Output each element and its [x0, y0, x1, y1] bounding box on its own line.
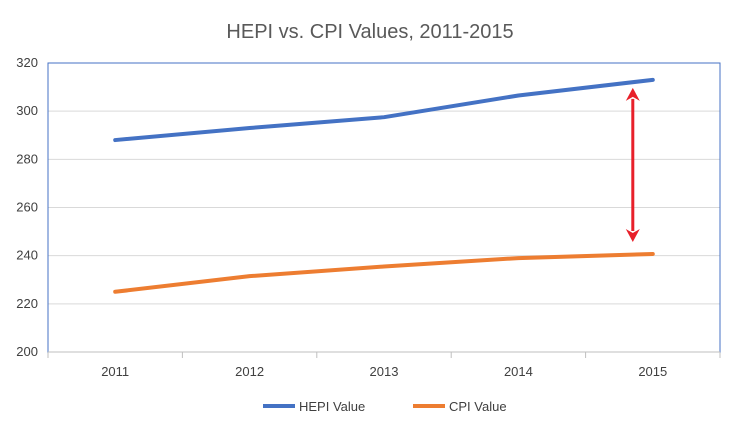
y-tick-label: 240	[16, 248, 38, 263]
legend-label: CPI Value	[449, 399, 507, 414]
x-tick-label: 2011	[101, 364, 129, 379]
series-line-cpi-value	[113, 251, 655, 294]
annotation-arrowhead-down	[625, 228, 640, 242]
x-tick-label: 2013	[370, 364, 399, 379]
legend-label: HEPI Value	[299, 399, 365, 414]
series-line-hepi-value	[113, 77, 655, 143]
y-tick-label: 220	[16, 296, 38, 311]
legend: HEPI Value CPI Value	[263, 399, 507, 414]
y-tick-label: 280	[16, 151, 38, 166]
plot-area: 200 220 240 260 280 300 320 2011 2012 2013 2014 201…	[16, 55, 721, 379]
y-tick-label: 200	[16, 344, 38, 359]
y-tick-label: 320	[16, 55, 38, 70]
x-tick-label: 2012	[235, 364, 264, 379]
x-tick-label: 2014	[504, 364, 533, 379]
y-tick-label: 260	[16, 200, 38, 215]
chart-title: HEPI vs. CPI Values, 2011-2015	[226, 21, 513, 43]
y-tick-label: 300	[16, 103, 38, 118]
x-tick-label: 2015	[638, 364, 667, 379]
annotation-arrowhead-up	[625, 87, 640, 101]
